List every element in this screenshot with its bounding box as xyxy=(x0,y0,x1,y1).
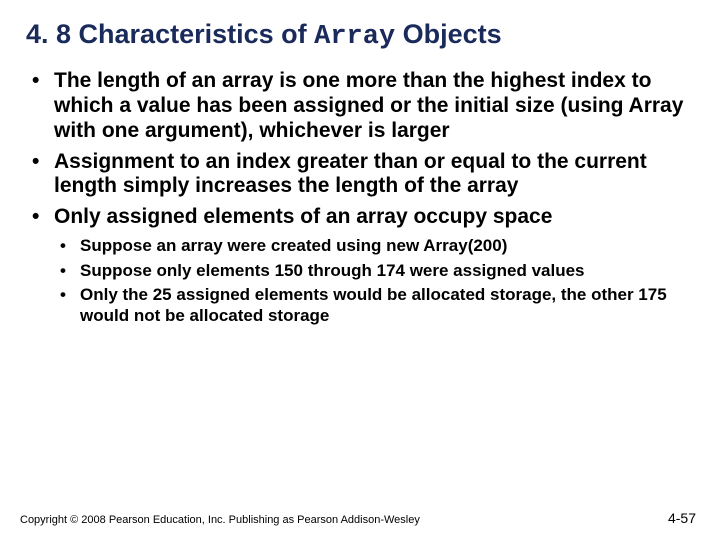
subbullet-item: Suppose an array were created using new … xyxy=(54,236,694,257)
bullet-text: Assignment to an index greater than or e… xyxy=(54,150,647,198)
bullet-text: Only assigned elements of an array occup… xyxy=(54,205,552,228)
bullet-text: The length of an array is one more than … xyxy=(54,69,683,142)
secondary-bullet-list: Suppose an array were created using new … xyxy=(26,236,694,327)
subbullet-item: Only the 25 assigned elements would be a… xyxy=(54,285,694,326)
subbullet-text: Suppose only elements 150 through 174 we… xyxy=(80,261,585,280)
subbullet-text: Suppose an array were created using new … xyxy=(80,236,507,255)
subbullet-text: Only the 25 assigned elements would be a… xyxy=(80,285,667,325)
slide-container: 4. 8 Characteristics of Array Objects Th… xyxy=(0,0,720,540)
bullet-item: Only assigned elements of an array occup… xyxy=(26,205,694,230)
title-mono: Array xyxy=(314,22,395,52)
footer-copyright: Copyright © 2008 Pearson Education, Inc.… xyxy=(20,514,420,526)
primary-bullet-list: The length of an array is one more than … xyxy=(26,69,694,230)
slide-title: 4. 8 Characteristics of Array Objects xyxy=(26,18,694,53)
subbullet-item: Suppose only elements 150 through 174 we… xyxy=(54,261,694,282)
footer-page-number: 4-57 xyxy=(668,510,696,526)
title-prefix: 4. 8 Characteristics of xyxy=(26,19,314,49)
bullet-item: The length of an array is one more than … xyxy=(26,69,694,143)
title-suffix: Objects xyxy=(395,19,502,49)
bullet-item: Assignment to an index greater than or e… xyxy=(26,150,694,200)
